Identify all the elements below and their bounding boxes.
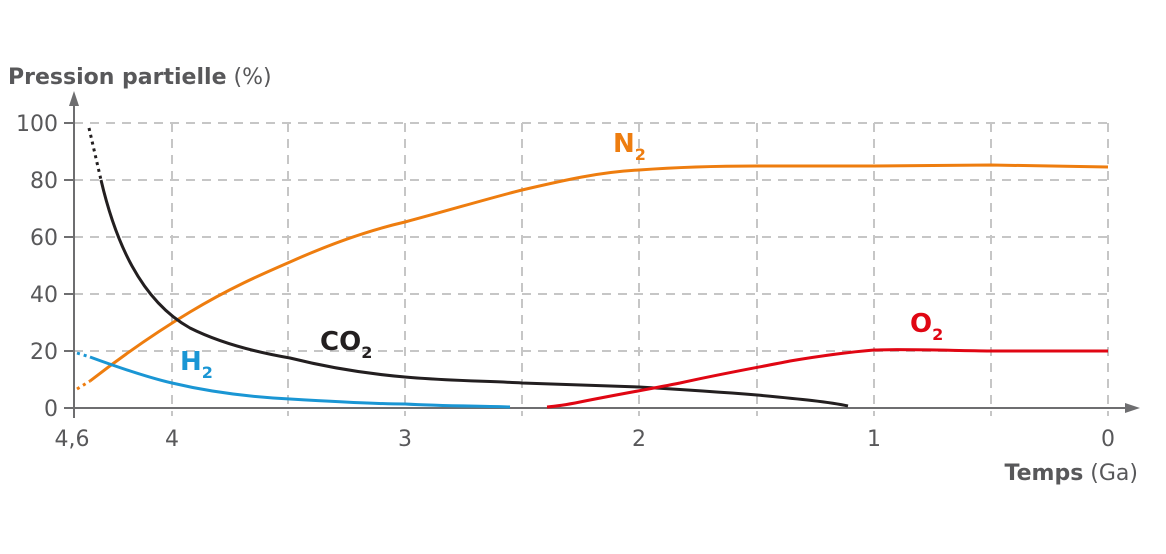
y-axis-title-main: Pression partielle	[8, 65, 227, 90]
x-tick: 4	[165, 427, 179, 452]
label-o2: O2	[910, 309, 943, 344]
series-h2	[76, 351, 511, 409]
label-n2: N2	[613, 129, 646, 164]
y-tick: 60	[30, 226, 58, 251]
label-h2-sub: 2	[202, 363, 213, 382]
x-axis-title-main: Temps	[1005, 461, 1084, 486]
y-tick: 100	[16, 112, 58, 137]
label-h2: H2	[180, 347, 213, 382]
series-n2	[76, 163, 1109, 391]
y-axis-title: Pression partielle (%)	[8, 65, 272, 90]
series-co2	[87, 127, 849, 408]
x-axis-title: Temps (Ga)	[1005, 461, 1138, 486]
x-axis-arrow-icon	[1125, 403, 1140, 413]
x-tick: 4,6	[55, 427, 90, 452]
series-o2	[546, 348, 1108, 409]
y-axis-arrow-icon	[69, 91, 79, 106]
y-tick: 40	[30, 283, 58, 308]
label-h2-main: H	[180, 347, 202, 377]
x-tick: 0	[1101, 427, 1115, 452]
y-tick: 0	[44, 397, 58, 422]
grid	[74, 122, 1110, 416]
x-tick: 1	[867, 427, 881, 452]
x-tick: 3	[398, 427, 412, 452]
label-co2-main: CO	[320, 327, 361, 357]
y-axis-title-unit: (%)	[234, 65, 272, 90]
y-tick: 80	[30, 169, 58, 194]
x-axis-title-unit: (Ga)	[1090, 461, 1138, 486]
label-co2: CO2	[320, 327, 372, 362]
label-n2-sub: 2	[635, 145, 646, 164]
y-tick: 20	[30, 340, 58, 365]
label-n2-main: N	[613, 129, 635, 159]
label-o2-main: O	[910, 309, 932, 339]
x-tick: 2	[632, 427, 646, 452]
x-tick-labels: 4,6 4 3 2 1 0	[55, 427, 1116, 452]
axes	[64, 91, 1140, 418]
y-tick-labels: 0 20 40 60 80 100	[16, 112, 58, 422]
label-co2-sub: 2	[361, 343, 372, 362]
label-o2-sub: 2	[932, 325, 943, 344]
